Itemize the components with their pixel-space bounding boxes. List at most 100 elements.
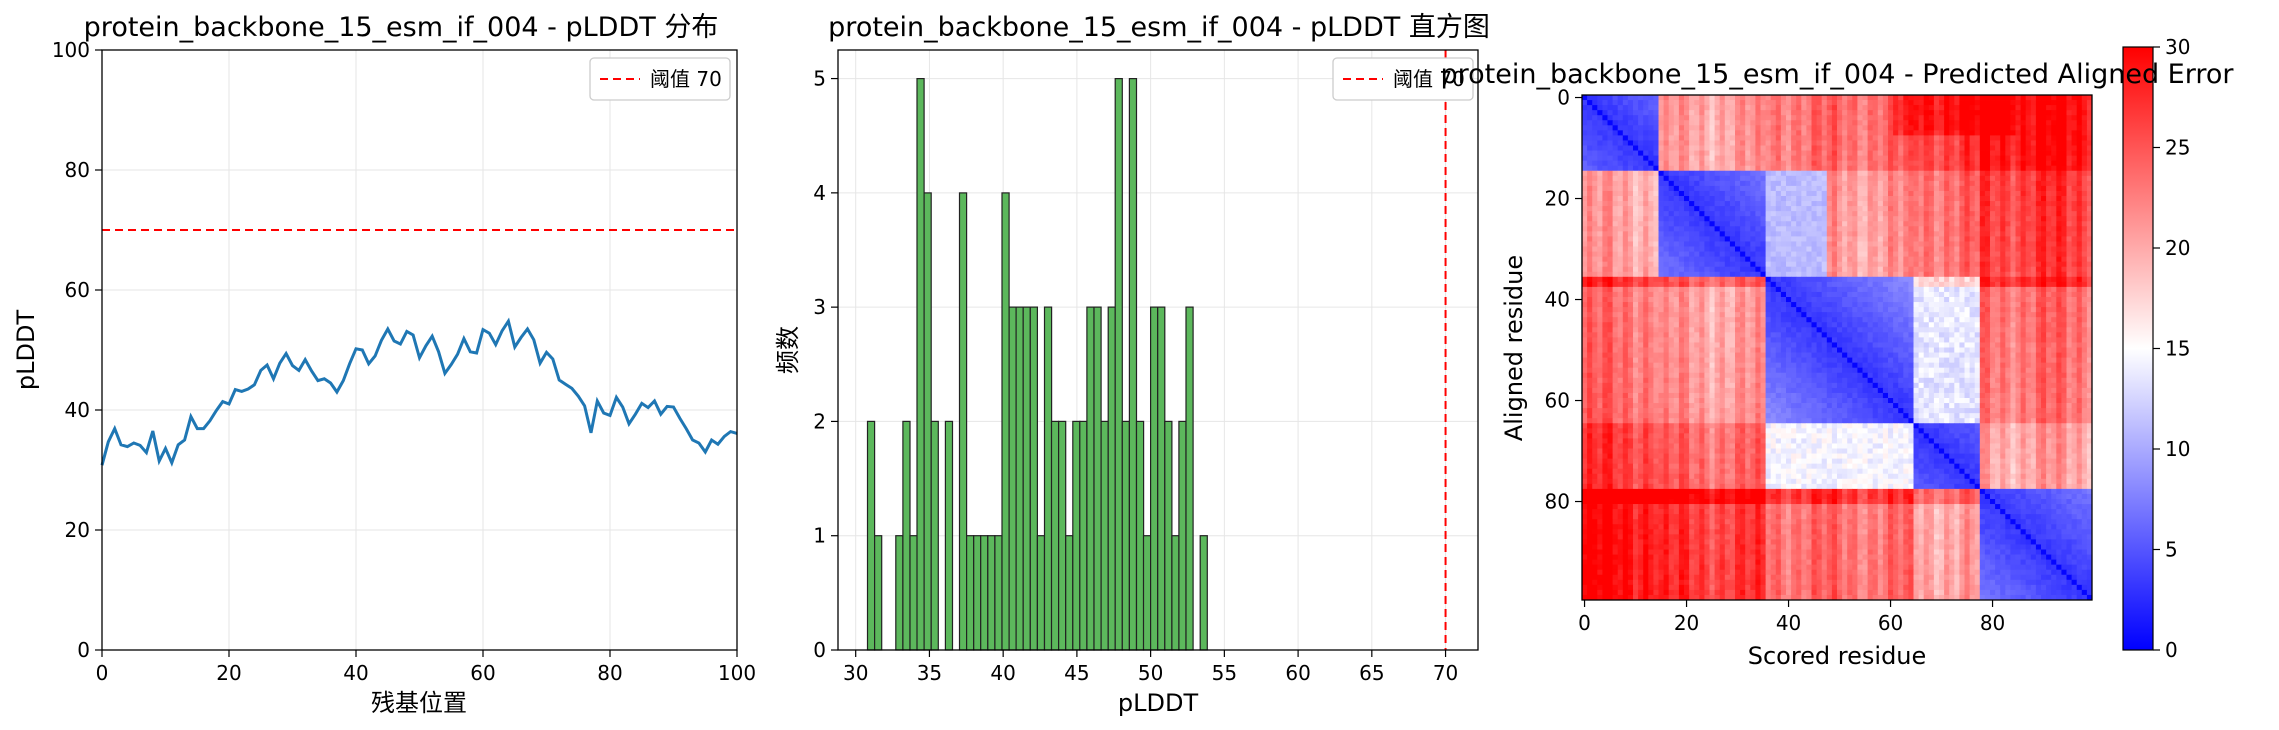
heatmap-cell bbox=[1617, 165, 1624, 172]
heatmap-cell bbox=[2041, 211, 2047, 217]
heatmap-cell bbox=[1755, 110, 1761, 116]
heatmap-cell bbox=[1653, 231, 1659, 237]
heatmap-cell bbox=[1597, 312, 1603, 318]
heatmap-cell bbox=[1903, 246, 1909, 252]
heatmap-cell bbox=[2056, 125, 2062, 131]
heatmap-cell bbox=[2071, 140, 2078, 146]
heatmap-cell bbox=[1673, 307, 1680, 313]
heatmap-cell bbox=[1811, 206, 1817, 212]
heatmap-cell bbox=[1979, 165, 1986, 172]
heatmap-cell bbox=[1949, 312, 1955, 318]
heatmap-cell bbox=[1862, 170, 1868, 177]
heatmap-cell bbox=[1709, 211, 1715, 217]
heatmap-cell bbox=[1663, 110, 1670, 116]
heatmap-cell bbox=[1837, 291, 1843, 298]
heatmap-cell bbox=[1648, 115, 1654, 121]
heatmap-cell bbox=[2076, 130, 2083, 136]
heatmap-cell bbox=[1627, 135, 1634, 141]
heatmap-cell bbox=[2010, 135, 2016, 141]
heatmap-cell bbox=[1617, 226, 1624, 232]
heatmap-cell bbox=[1974, 312, 1981, 318]
heatmap-cell bbox=[1648, 140, 1654, 146]
heatmap-cell bbox=[1826, 165, 1833, 172]
heatmap-cell bbox=[1780, 246, 1787, 252]
heatmap-cell bbox=[2041, 231, 2047, 237]
heatmap-cell bbox=[1852, 221, 1858, 227]
heatmap-cell bbox=[1959, 261, 1965, 268]
heatmap-cell bbox=[2056, 231, 2062, 237]
heatmap-cell bbox=[1923, 170, 1930, 177]
heatmap-cell bbox=[1755, 276, 1761, 283]
heatmap-cell bbox=[1587, 312, 1593, 318]
heatmap-cell bbox=[2051, 135, 2057, 141]
heatmap-cell bbox=[2041, 226, 2047, 232]
heatmap-cell bbox=[1653, 95, 1659, 101]
heatmap-cell bbox=[1592, 236, 1598, 242]
heatmap-cell bbox=[1704, 261, 1710, 268]
heatmap-cell bbox=[1816, 256, 1823, 263]
heatmap-cell bbox=[2081, 221, 2088, 227]
heatmap-cell bbox=[2066, 185, 2072, 192]
heatmap-cell bbox=[2030, 110, 2037, 116]
heatmap-cell bbox=[1791, 170, 1797, 177]
heatmap-cell bbox=[1877, 185, 1884, 192]
heatmap-cell bbox=[1806, 286, 1812, 293]
heatmap-cell bbox=[1638, 180, 1644, 187]
heatmap-cell bbox=[1847, 201, 1853, 207]
heatmap-cell bbox=[1755, 120, 1761, 126]
heatmap-cell bbox=[2005, 115, 2011, 121]
heatmap-cell bbox=[1760, 226, 1766, 232]
heatmap-cell bbox=[2020, 105, 2027, 111]
heatmap-cell bbox=[1719, 226, 1726, 232]
heatmap-cell bbox=[1607, 286, 1613, 293]
heatmap-cell bbox=[2025, 236, 2032, 242]
heatmap-cell bbox=[2035, 266, 2042, 273]
heatmap-cell bbox=[1709, 297, 1715, 303]
heatmap-cell bbox=[1898, 160, 1904, 167]
heatmap-cell bbox=[1826, 266, 1833, 273]
heatmap-cell bbox=[1658, 281, 1664, 288]
heatmap-cell bbox=[1995, 150, 2001, 156]
heatmap-cell bbox=[1684, 251, 1690, 257]
heatmap-cell bbox=[1816, 145, 1823, 151]
heatmap-cell bbox=[2015, 271, 2021, 278]
heatmap-cell bbox=[2030, 190, 2037, 197]
heatmap-cell bbox=[1908, 241, 1914, 247]
heatmap-cell bbox=[1872, 190, 1879, 197]
heatmap-cell bbox=[1678, 216, 1685, 222]
heatmap-cell bbox=[1979, 327, 1986, 333]
heatmap-cell bbox=[1791, 185, 1797, 192]
heatmap-cell bbox=[1882, 231, 1889, 237]
heatmap-cell bbox=[2030, 332, 2037, 338]
heatmap-cell bbox=[1592, 251, 1598, 257]
heatmap-cell bbox=[1888, 145, 1894, 151]
heatmap-cell bbox=[1780, 155, 1787, 162]
heatmap-cell bbox=[1888, 150, 1894, 156]
heatmap-cell bbox=[1908, 206, 1914, 212]
heatmap-cell bbox=[1837, 160, 1843, 167]
heatmap-cell bbox=[1984, 307, 1991, 313]
heatmap-cell bbox=[1888, 271, 1894, 278]
heatmap-cell bbox=[1750, 302, 1756, 308]
heatmap-cell bbox=[1770, 216, 1777, 222]
heatmap-cell bbox=[1740, 125, 1746, 131]
heatmap-cell bbox=[1582, 201, 1588, 207]
heatmap-cell bbox=[1811, 110, 1817, 116]
heatmap-cell bbox=[1959, 196, 1965, 202]
heatmap-cell bbox=[1735, 150, 1741, 156]
heatmap-cell bbox=[1643, 95, 1649, 101]
heatmap-cell bbox=[1760, 135, 1766, 141]
heatmap-cell bbox=[1990, 317, 1996, 323]
heatmap-cell bbox=[1607, 266, 1613, 273]
heatmap-cell bbox=[2051, 297, 2057, 303]
heatmap-cell bbox=[2025, 281, 2032, 288]
heatmap-cell bbox=[1673, 276, 1680, 283]
heatmap-cell bbox=[1995, 221, 2001, 227]
heatmap-cell bbox=[1867, 317, 1874, 323]
heatmap-cell bbox=[1826, 95, 1833, 101]
heatmap-cell bbox=[2041, 201, 2047, 207]
heatmap-cell bbox=[1607, 226, 1613, 232]
heatmap-cell bbox=[1806, 236, 1812, 242]
heatmap-cell bbox=[1918, 135, 1925, 141]
heatmap-cell bbox=[1959, 105, 1965, 111]
